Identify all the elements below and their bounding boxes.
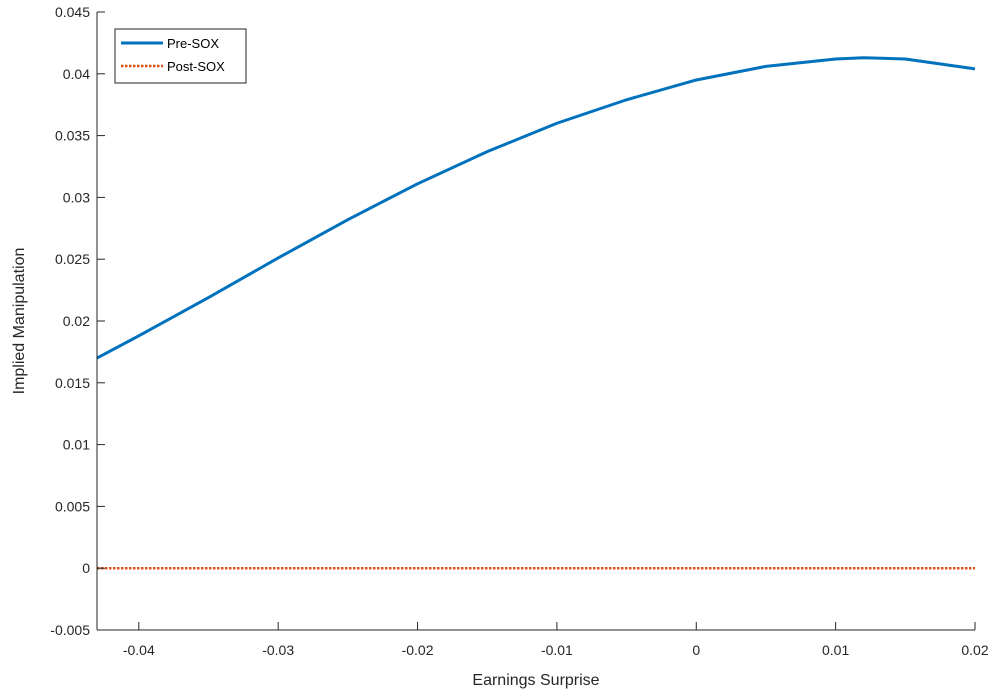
- x-tick-label: -0.02: [402, 642, 434, 658]
- y-tick-label: 0.01: [63, 437, 90, 453]
- x-tick-label: 0.01: [822, 642, 849, 658]
- series-layer: [96, 56, 976, 570]
- y-tick-label: 0.02: [63, 313, 90, 329]
- legend-label-post-sox: Post-SOX: [167, 59, 225, 74]
- x-tick-label: -0.01: [541, 642, 573, 658]
- plot-area: [97, 12, 975, 630]
- x-tick-label: 0.02: [961, 642, 988, 658]
- x-tick-label: -0.03: [262, 642, 294, 658]
- y-tick-label: 0.005: [55, 498, 90, 514]
- y-tick-label: 0.04: [63, 66, 90, 82]
- x-tick-label: -0.04: [123, 642, 155, 658]
- series-line-pre-sox: [96, 56, 976, 360]
- x-tick-label: 0: [692, 642, 700, 658]
- y-tick-label: 0.035: [55, 128, 90, 144]
- axes: -0.005 0 0.005 0.01 0.015 0.02 0.025 0.03 0.035 0…: [50, 4, 989, 658]
- x-axis-title: Earnings Surprise: [472, 672, 599, 689]
- legend-label-pre-sox: Pre-SOX: [167, 36, 219, 51]
- y-tick-label: 0.03: [63, 189, 90, 205]
- y-tick-label: 0.025: [55, 251, 90, 267]
- y-tick-label: 0.015: [55, 375, 90, 391]
- y-axis-title: Implied Manipulation: [11, 248, 28, 395]
- y-tick-label: 0: [82, 560, 90, 576]
- y-tick-label: 0.045: [55, 4, 90, 20]
- y-tick-label: -0.005: [50, 622, 90, 638]
- plot-background: [97, 12, 975, 630]
- legend-box: [114, 28, 247, 84]
- legend: Pre-SOX Post-SOX: [114, 28, 247, 84]
